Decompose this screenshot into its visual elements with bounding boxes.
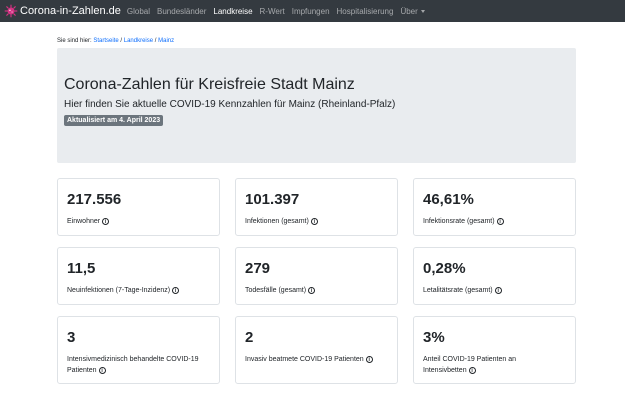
stat-card-infektionsrate: 46,61% Infektionsrate (gesamt) i: [413, 178, 576, 236]
nav-item-impfungen[interactable]: Impfungen: [291, 6, 330, 16]
stat-value: 2: [245, 329, 254, 346]
nav-item-hospitalisierung[interactable]: Hospitalisierung: [336, 6, 394, 16]
stat-label-text: Infektionen (gesamt): [245, 218, 309, 225]
info-circle-icon[interactable]: i: [98, 366, 106, 374]
stat-card-einwohner: 217.556 Einwohner i: [57, 178, 220, 236]
stat-label: Intensivmedizinisch behandelte COVID-19 …: [67, 354, 217, 376]
info-circle-icon[interactable]: i: [310, 217, 318, 225]
stat-card-neuinfektionen: 11,5 Neuinfektionen (7-Tage-Inzidenz) i: [57, 247, 220, 305]
breadcrumb: Sie sind hier: Startseite / Landkreise /…: [57, 38, 174, 44]
nav-item-landkreise[interactable]: Landkreise: [213, 6, 253, 16]
caret-down-icon: [420, 9, 425, 13]
stat-label: Infektionen (gesamt) i: [245, 216, 395, 227]
virus-icon: [4, 4, 18, 18]
stat-label-text: Intensivmedizinisch behandelte COVID-19 …: [67, 356, 199, 374]
stat-label: Infektionsrate (gesamt) i: [423, 216, 573, 227]
navbar: Corona-in-Zahlen.de Global Bundesländer …: [0, 0, 625, 22]
nav-item-r-wert[interactable]: R-Wert: [259, 6, 285, 16]
stat-card-beatmete-patienten: 2 Invasiv beatmete COVID-19 Patienten i: [235, 316, 398, 384]
breadcrumb-link-landkreise[interactable]: Landkreise: [123, 38, 154, 44]
breadcrumb-link-startseite[interactable]: Startseite: [93, 38, 119, 44]
stat-value: 279: [245, 260, 271, 277]
info-circle-icon[interactable]: i: [494, 286, 502, 294]
nav-item-ueber-dropdown[interactable]: Über: [400, 6, 425, 16]
info-circle-icon[interactable]: i: [365, 355, 373, 363]
stat-label: Neuinfektionen (7-Tage-Inzidenz) i: [67, 285, 217, 296]
breadcrumb-link-mainz[interactable]: Mainz: [158, 38, 175, 44]
nav-item-bundeslaender[interactable]: Bundesländer: [157, 6, 207, 16]
stat-label: Invasiv beatmete COVID-19 Patienten i: [245, 354, 395, 365]
stat-label-text: Invasiv beatmete COVID-19 Patienten: [245, 356, 364, 363]
stat-label: Einwohner i: [67, 216, 217, 227]
stat-label: Letalitätsrate (gesamt) i: [423, 285, 573, 296]
stat-value: 3: [67, 329, 76, 346]
breadcrumb-prefix: Sie sind hier:: [57, 38, 92, 44]
breadcrumb-separator: /: [118, 38, 124, 44]
nav-item-ueber-label: Über: [400, 6, 418, 16]
stat-label-text: Einwohner: [67, 218, 101, 225]
stat-value: 3%: [423, 329, 445, 346]
stat-card-todesfaelle: 279 Todesfälle (gesamt) i: [235, 247, 398, 305]
stat-value: 0,28%: [423, 260, 466, 277]
stat-label-text: Todesfälle (gesamt): [245, 287, 307, 294]
brand-link[interactable]: Corona-in-Zahlen.de: [4, 4, 121, 18]
page-subtitle: Hier finden Sie aktuelle COVID-19 Kennza…: [64, 99, 396, 110]
updated-badge: Aktualisiert am 4. April 2023: [64, 115, 164, 126]
stat-value: 11,5: [67, 260, 96, 277]
stat-label-text: Anteil COVID-19 Patienten an Intensivbet…: [423, 356, 516, 374]
info-circle-icon[interactable]: i: [102, 217, 110, 225]
info-circle-icon[interactable]: i: [308, 286, 316, 294]
stat-value: 46,61%: [423, 191, 474, 208]
stat-card-letalitaetsrate: 0,28% Letalitätsrate (gesamt) i: [413, 247, 576, 305]
stat-value: 101.397: [245, 191, 300, 208]
stat-card-intensivpatienten: 3 Intensivmedizinisch behandelte COVID-1…: [57, 316, 220, 384]
breadcrumb-separator: /: [153, 38, 159, 44]
stat-card-infektionen: 101.397 Infektionen (gesamt) i: [235, 178, 398, 236]
info-circle-icon[interactable]: i: [496, 217, 504, 225]
stat-label-text: Neuinfektionen (7-Tage-Inzidenz): [67, 287, 171, 294]
stat-label-text: Infektionsrate (gesamt): [423, 218, 495, 225]
info-circle-icon[interactable]: i: [468, 366, 476, 374]
brand-name: Corona-in-Zahlen.de: [20, 5, 121, 17]
info-circle-icon[interactable]: i: [172, 286, 180, 294]
page-title: Corona-Zahlen für Kreisfreie Stadt Mainz: [64, 76, 355, 93]
stat-value: 217.556: [67, 191, 122, 208]
stat-card-anteil-intensivbetten: 3% Anteil COVID-19 Patienten an Intensiv…: [413, 316, 576, 384]
stat-label: Todesfälle (gesamt) i: [245, 285, 395, 296]
stat-label-text: Letalitätsrate (gesamt): [423, 287, 493, 294]
page-header: Corona-Zahlen für Kreisfreie Stadt Mainz…: [57, 48, 576, 163]
stat-label: Anteil COVID-19 Patienten an Intensivbet…: [423, 354, 543, 376]
nav-item-global[interactable]: Global: [126, 6, 151, 16]
main-nav: Global Bundesländer Landkreise R-Wert Im…: [127, 7, 432, 16]
